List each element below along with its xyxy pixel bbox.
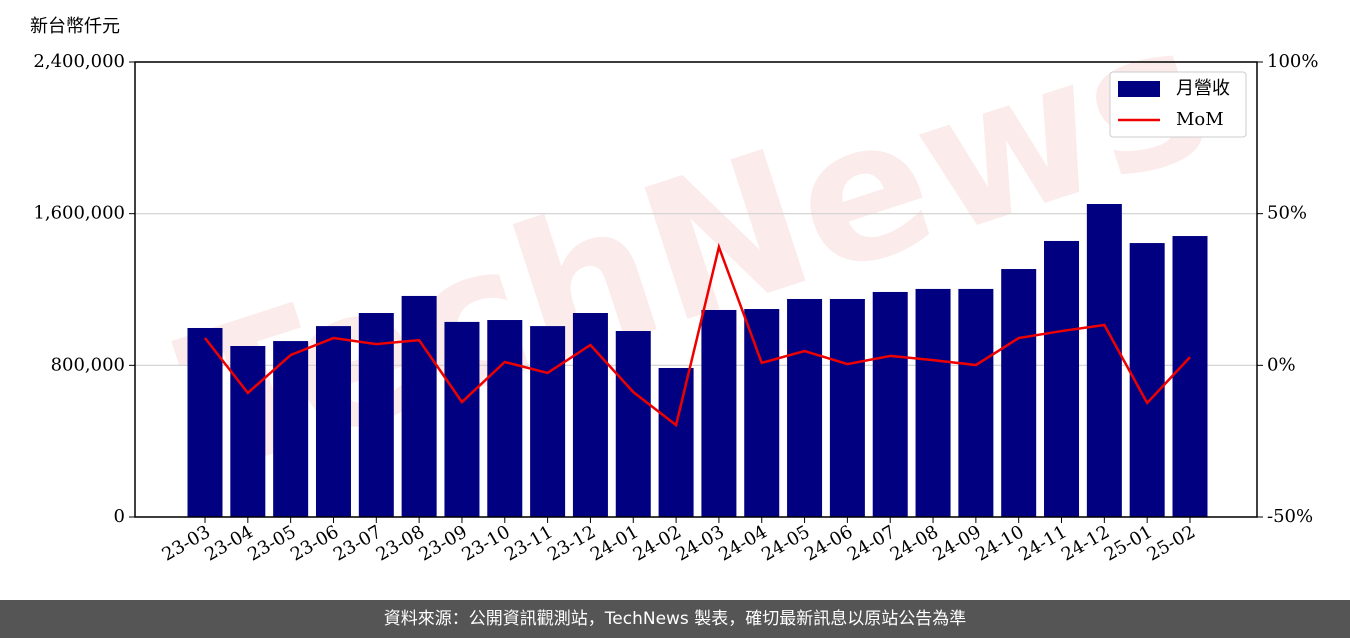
bar (958, 288, 994, 517)
bar (572, 313, 608, 517)
x-tick-label: 23-08 (373, 521, 428, 565)
legend-swatch (1118, 81, 1160, 97)
x-tick-label: 24-03 (672, 521, 727, 565)
x-tick-label: 23-09 (416, 521, 471, 565)
bar (273, 341, 309, 517)
x-tick-label: 24-08 (887, 521, 942, 565)
y-axis-label: 新台幣仟元 (30, 16, 120, 37)
bar (401, 295, 437, 517)
y-tick-label: 0 (114, 506, 125, 527)
y2-tick-label: -50% (1267, 506, 1313, 527)
x-tick-label: 23-07 (330, 521, 385, 565)
legend-label: MoM (1176, 109, 1224, 130)
x-tick-label: 24-10 (972, 521, 1027, 565)
bar (744, 309, 780, 517)
x-tick-label: 24-07 (844, 521, 899, 565)
x-tick-label: 23-05 (244, 521, 299, 565)
x-tick-label: 25-01 (1101, 521, 1156, 565)
x-tick-label: 23-12 (544, 521, 599, 565)
bar (615, 331, 651, 517)
y2-tick-label: 100% (1267, 51, 1318, 72)
bar (530, 326, 566, 517)
bar (1044, 240, 1080, 517)
bar (187, 327, 223, 517)
x-tick-label: 25-02 (1144, 521, 1199, 565)
x-tick-label: 23-04 (201, 521, 256, 565)
bar (444, 321, 480, 517)
bar (315, 326, 351, 517)
footer: 資料來源：公開資訊觀測站，TechNews 製表，確切最新訊息以原站公告為準 (0, 600, 1350, 638)
bar (1001, 269, 1037, 517)
legend-label: 月營收 (1176, 78, 1230, 99)
bar (358, 313, 394, 517)
x-tick-label: 24-09 (929, 521, 984, 565)
x-tick-label: 24-06 (801, 521, 856, 565)
plot-frame (134, 61, 1258, 518)
bar (487, 320, 523, 517)
x-tick-label: 23-11 (501, 521, 556, 565)
bar (872, 291, 908, 517)
x-tick-label: 23-10 (458, 521, 513, 565)
bar (230, 345, 266, 517)
x-tick-label: 24-05 (758, 521, 813, 565)
y2-tick-label: 50% (1267, 203, 1307, 224)
bar (658, 367, 694, 517)
x-tick-label: 24-01 (587, 521, 642, 565)
bar (787, 298, 823, 517)
bar (1086, 203, 1122, 517)
x-tick-label: 23-06 (287, 521, 342, 565)
chart: 新台幣仟元 TechNews 0800,0001,600,0002,400,00… (30, 0, 1318, 566)
x-tick-label: 24-12 (1058, 521, 1113, 565)
bar (1172, 236, 1208, 517)
y-tick-label: 1,600,000 (33, 203, 125, 224)
line (204, 242, 1191, 428)
x-tick-label: 24-11 (1015, 521, 1070, 565)
bar (915, 288, 951, 517)
y-tick-label: 800,000 (51, 354, 125, 375)
bar (829, 298, 865, 517)
y2-tick-label: 0% (1267, 354, 1296, 375)
x-tick-label: 23-03 (159, 521, 214, 565)
y-tick-label: 2,400,000 (33, 51, 125, 72)
bar (701, 309, 737, 517)
x-tick-label: 24-02 (630, 521, 685, 565)
x-tick-label: 24-04 (715, 521, 770, 565)
